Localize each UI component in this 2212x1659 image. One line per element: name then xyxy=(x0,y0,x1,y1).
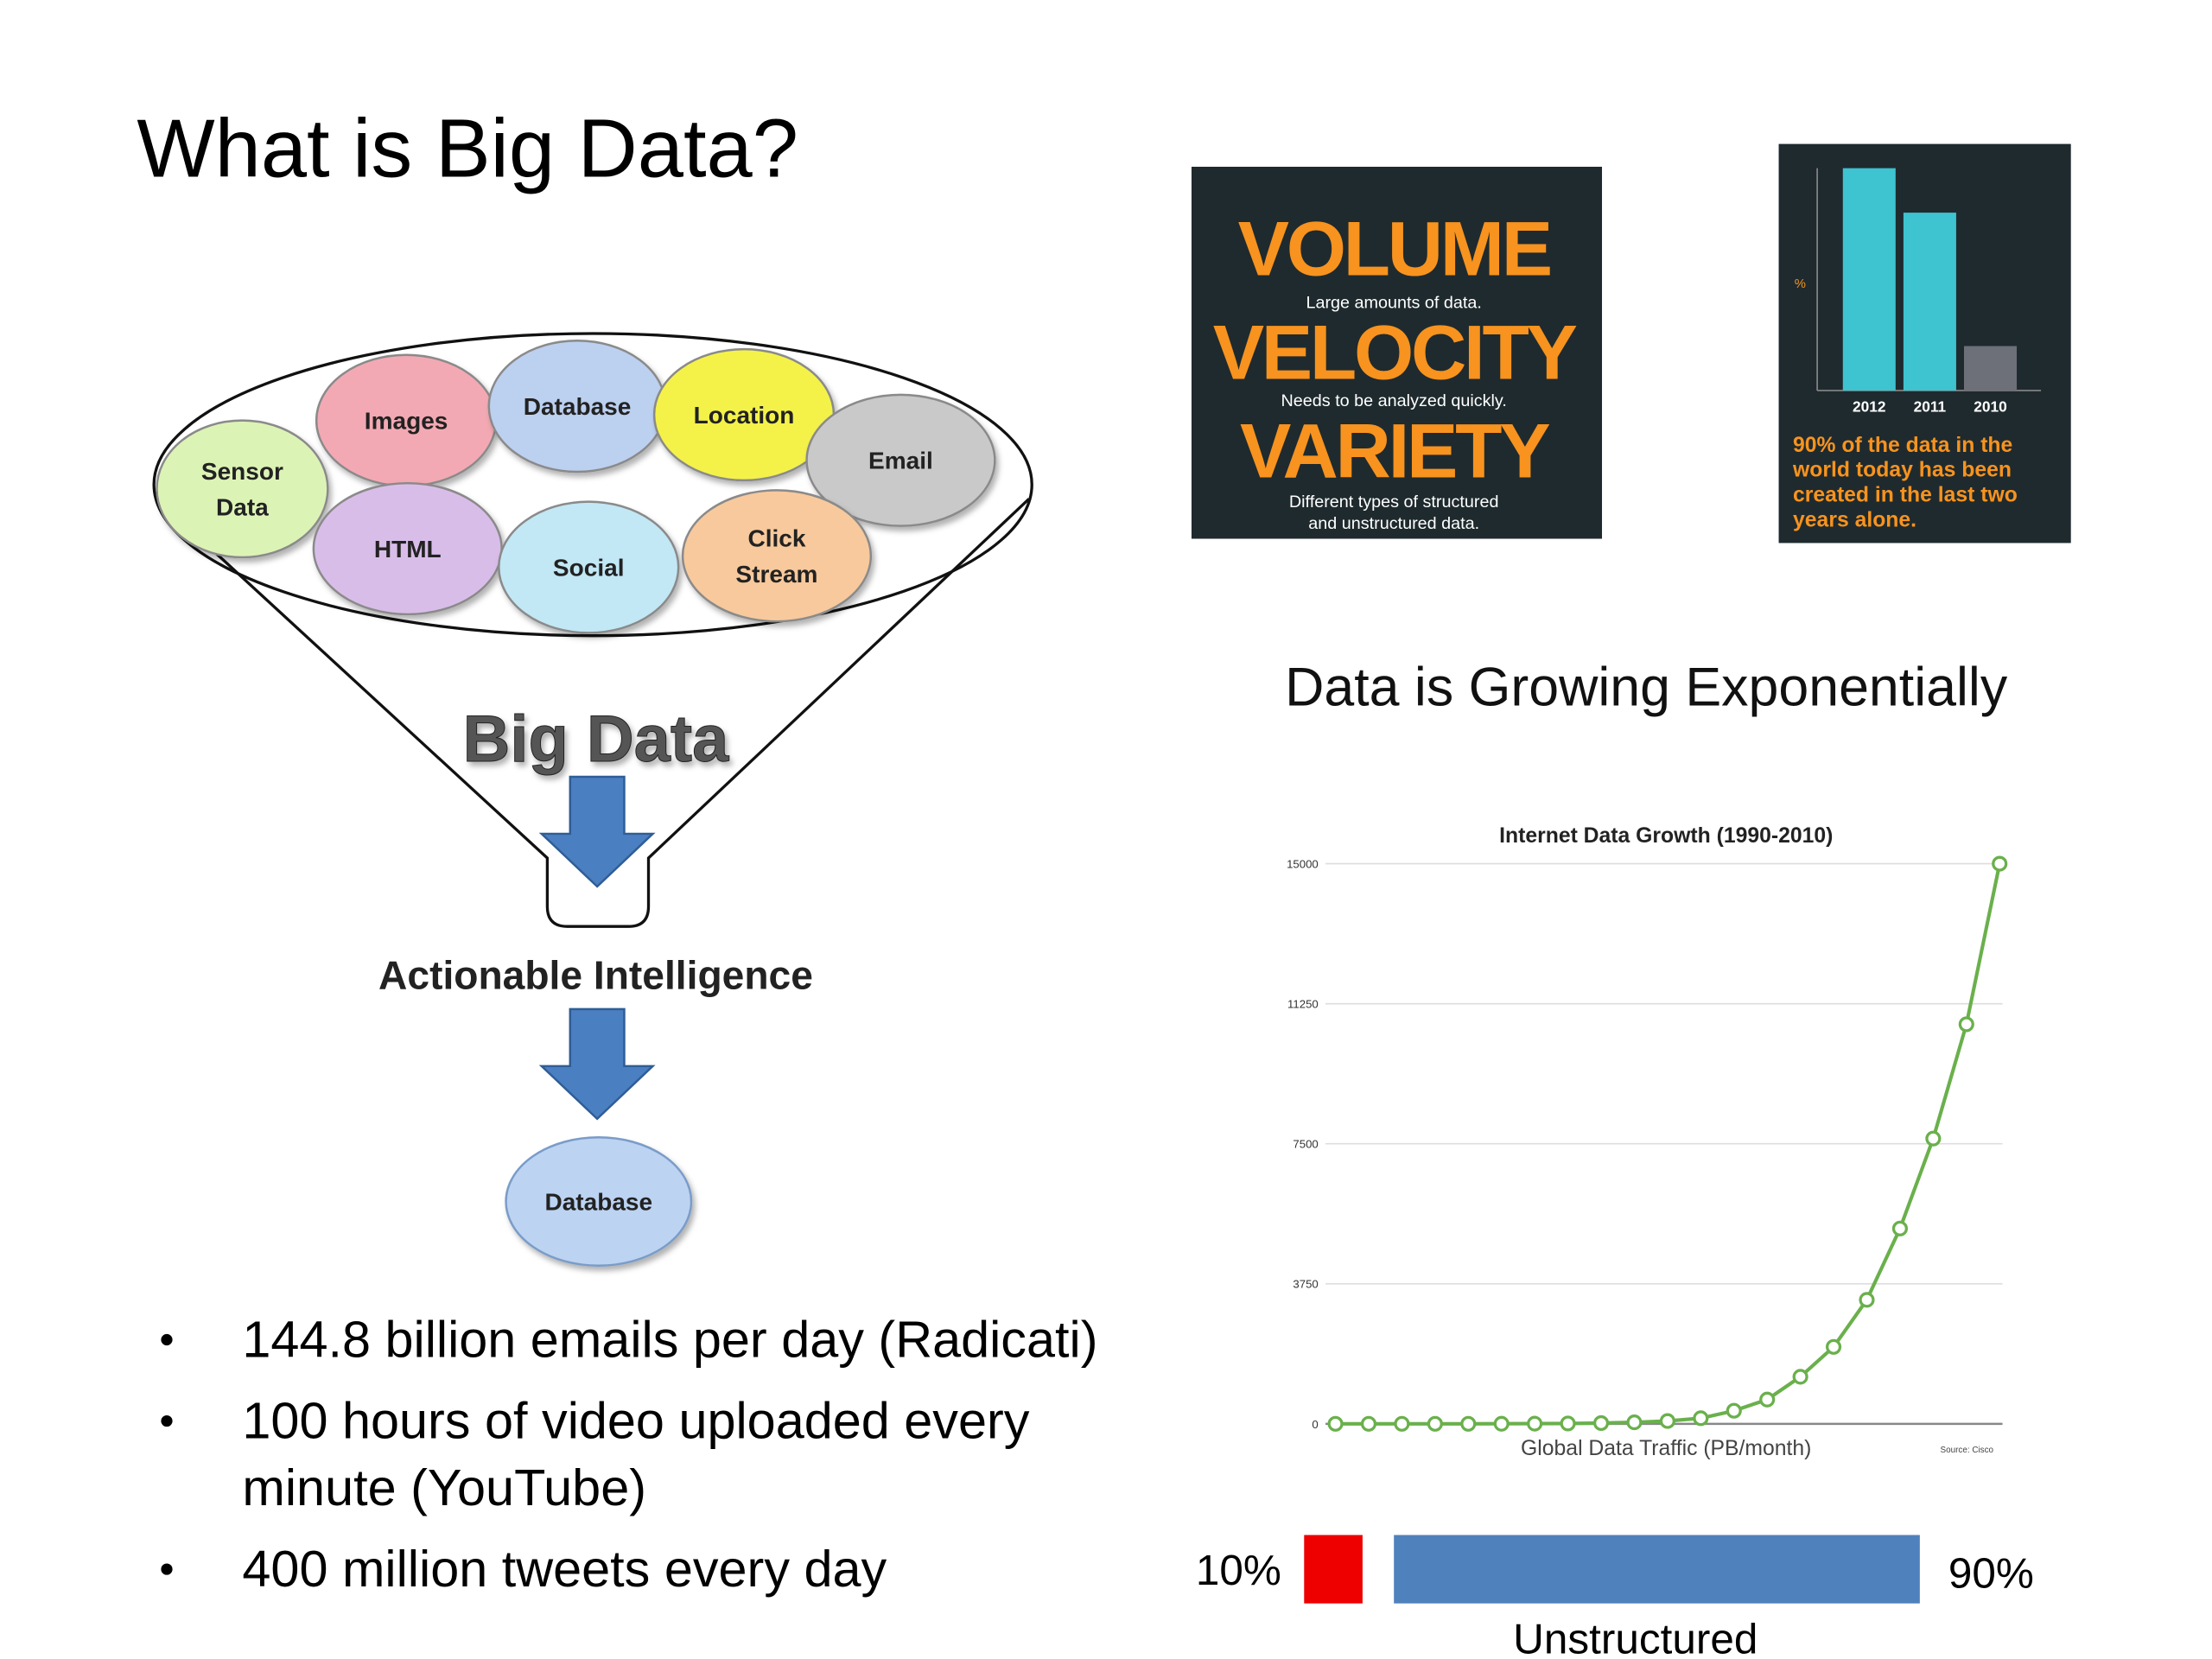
data-point xyxy=(1394,1415,1410,1432)
source-note: Source: Cisco xyxy=(1941,1446,1994,1455)
data-point xyxy=(1825,1338,1842,1355)
bullet-dot xyxy=(161,1414,173,1427)
data-point xyxy=(1592,1414,1610,1432)
data-point xyxy=(1759,1391,1776,1408)
data-point xyxy=(1792,1369,1808,1385)
source-bubble xyxy=(498,500,680,634)
y-tick-label: 11250 xyxy=(1287,998,1319,1011)
caption: created in the last two xyxy=(1793,484,2018,507)
bullet-text: 144.8 billion emails per day (Radicati) xyxy=(242,1310,1097,1368)
data-point xyxy=(1958,1016,1974,1033)
flow-arrows xyxy=(538,775,656,1121)
source-bubble xyxy=(805,393,996,527)
source-bubble xyxy=(681,489,873,623)
v-word: VOLUME xyxy=(1238,205,1550,291)
data-point xyxy=(1693,1410,1709,1427)
funnel xyxy=(152,332,1033,928)
caption: years alone. xyxy=(1793,508,1916,531)
v-word: VELOCITY xyxy=(1213,309,1577,396)
bullet-dot xyxy=(161,1563,173,1575)
source-label: Stream xyxy=(735,561,817,588)
data-point xyxy=(1460,1415,1477,1432)
v-caption: Different types of structured xyxy=(1289,493,1499,512)
source-label: Email xyxy=(868,448,933,474)
destination-label: Database xyxy=(544,1188,652,1215)
source-label: Images xyxy=(365,407,448,434)
bullet-text: minute (YouTube) xyxy=(242,1459,646,1516)
caption: 90% of the data in the xyxy=(1793,434,2012,457)
bar xyxy=(1842,168,1896,391)
source-label: HTML xyxy=(374,536,442,563)
funnel-label: Big Data xyxy=(463,702,730,776)
v-word: VARIETY xyxy=(1240,408,1549,494)
data-point xyxy=(1659,1413,1675,1429)
bullet-text: 400 million tweets every day xyxy=(242,1540,887,1598)
bullet-text: 100 hours of video uploaded every xyxy=(242,1391,1029,1449)
v-caption: Large amounts of data. xyxy=(1306,293,1481,312)
v-caption: Needs to be analyzed quickly. xyxy=(1281,391,1507,410)
three-vs-tile xyxy=(1191,166,1603,539)
share-label: 10% xyxy=(1196,1547,1281,1594)
data-point xyxy=(1891,1220,1908,1236)
share-bar xyxy=(1304,1535,1363,1604)
source-label: Location xyxy=(694,402,795,429)
section-heading: Data is Growing Exponentially xyxy=(1285,657,2008,717)
data-point xyxy=(1726,1402,1742,1419)
bullet-dot xyxy=(161,1333,173,1346)
destination-bubble xyxy=(505,1136,693,1267)
share-bar xyxy=(1394,1535,1920,1604)
caption: world today has been xyxy=(1792,459,2012,482)
source-label: Social xyxy=(553,554,625,581)
y-tick-label: 0 xyxy=(1312,1418,1318,1431)
bar xyxy=(1963,346,2018,391)
data-point xyxy=(1626,1414,1643,1431)
data-point xyxy=(1992,855,2008,872)
x-tick-label: 2012 xyxy=(1853,398,1885,416)
source-label: Database xyxy=(524,393,632,420)
y-tick-label: 15000 xyxy=(1287,858,1319,871)
chart-title: Internet Data Growth (1990-2010) xyxy=(1499,824,1833,848)
source-bubble xyxy=(156,419,329,559)
output-label: Actionable Intelligence xyxy=(378,953,813,998)
source-label: Click xyxy=(747,525,805,552)
data-point xyxy=(1527,1415,1543,1432)
x-tick-label: 2011 xyxy=(1914,398,1947,416)
data-point xyxy=(1360,1415,1377,1432)
bar xyxy=(1903,213,1956,391)
y-axis-label: % xyxy=(1795,277,1806,291)
data-point xyxy=(1493,1415,1510,1432)
source-label: Sensor xyxy=(201,458,283,485)
x-tick-label: 2010 xyxy=(1974,398,2006,416)
y-tick-label: 3750 xyxy=(1293,1278,1318,1291)
data-point xyxy=(1925,1130,1942,1147)
y-tick-label: 7500 xyxy=(1293,1138,1318,1151)
source-label: Data xyxy=(216,493,269,520)
slide-title: What is Big Data? xyxy=(137,103,798,195)
data-point xyxy=(1427,1415,1443,1432)
data-point xyxy=(1327,1415,1344,1432)
share-label: 90% xyxy=(1948,1550,2034,1598)
x-axis-label: Global Data Traffic (PB/month) xyxy=(1521,1437,1811,1460)
data-point xyxy=(1560,1415,1576,1432)
data-point xyxy=(1859,1292,1875,1308)
v-caption: and unstructured data. xyxy=(1308,514,1479,533)
share-name: Unstructured xyxy=(1513,1615,1758,1659)
